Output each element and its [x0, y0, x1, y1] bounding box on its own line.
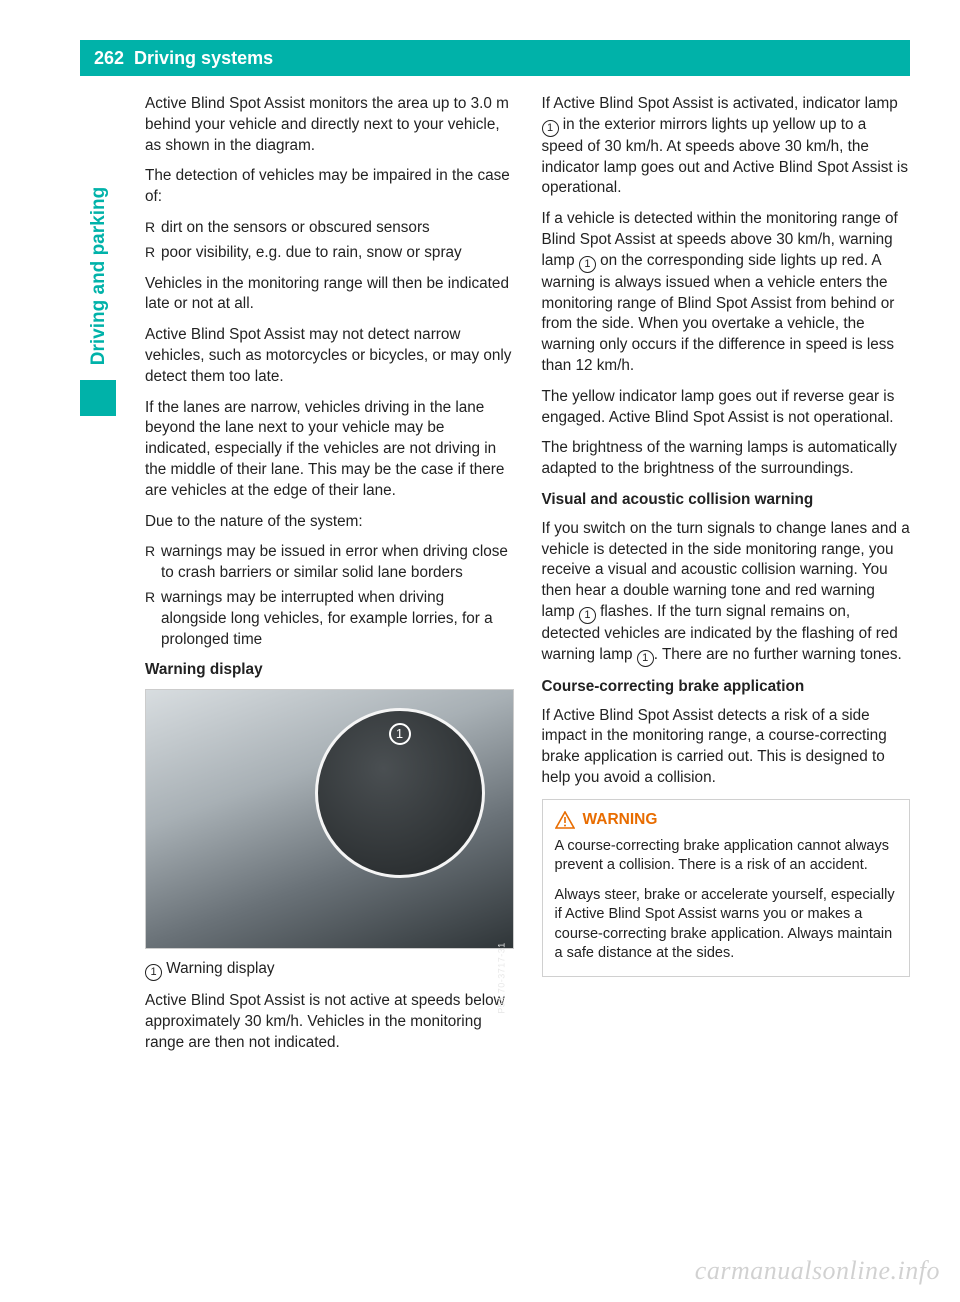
warning-label: WARNING [583, 810, 658, 831]
text-run: If Active Blind Spot Assist is activated… [542, 95, 898, 112]
warning-box: WARNING A course-correcting brake applic… [542, 799, 911, 977]
paragraph: If Active Blind Spot Assist is activated… [542, 94, 911, 199]
text-run: . There are no further warning tones. [654, 646, 902, 663]
paragraph: If Active Blind Spot Assist detects a ri… [542, 706, 911, 789]
paragraph: The brightness of the warning lamps is a… [542, 438, 911, 480]
bullet-mark-icon: R [145, 588, 161, 650]
left-column: Active Blind Spot Assist monitors the ar… [145, 94, 514, 1252]
side-tab-marker [80, 380, 116, 416]
bullet-item: R warnings may be interrupted when drivi… [145, 588, 514, 650]
bullet-text: warnings may be issued in error when dri… [161, 542, 514, 584]
text-run: on the corresponding side lights up red.… [542, 252, 895, 374]
bullet-text: poor visibility, e.g. due to rain, snow … [161, 243, 514, 264]
bullet-list: R warnings may be issued in error when d… [145, 542, 514, 650]
circled-number-icon: 1 [542, 120, 559, 137]
paragraph: The yellow indicator lamp goes out if re… [542, 387, 911, 429]
circled-number-icon: 1 [579, 607, 596, 624]
paragraph: Active Blind Spot Assist monitors the ar… [145, 94, 514, 156]
figure-caption: 1 Warning display [145, 959, 514, 981]
bullet-mark-icon: R [145, 542, 161, 584]
figure-callout-circle: 1 [315, 708, 485, 878]
page-section-title: Driving systems [134, 48, 273, 69]
paragraph: Active Blind Spot Assist may not detect … [145, 325, 514, 387]
warning-triangle-icon [555, 811, 575, 829]
figure-credit: P54.70-3717-31 [495, 942, 507, 1014]
paragraph: If the lanes are narrow, vehicles drivin… [145, 398, 514, 502]
circled-number-icon: 1 [145, 964, 162, 981]
bullet-item: R dirt on the sensors or obscured sensor… [145, 218, 514, 239]
page-header: 262 Driving systems [80, 40, 910, 76]
bullet-mark-icon: R [145, 218, 161, 239]
paragraph: Active Blind Spot Assist is not active a… [145, 991, 514, 1053]
warning-display-figure: 1 P54.70-3717-31 [145, 689, 514, 949]
subheading: Warning display [145, 660, 514, 681]
bullet-mark-icon: R [145, 243, 161, 264]
figure-callout-number: 1 [389, 723, 411, 745]
watermark: carmanualsonline.info [695, 1256, 940, 1286]
paragraph: Due to the nature of the system: [145, 512, 514, 533]
bullet-item: R warnings may be issued in error when d… [145, 542, 514, 584]
right-column: If Active Blind Spot Assist is activated… [542, 94, 911, 1252]
subheading: Course-correcting brake application [542, 677, 911, 698]
side-tab: Driving and parking [80, 170, 116, 420]
page-number: 262 [80, 48, 134, 69]
circled-number-icon: 1 [579, 256, 596, 273]
paragraph: If you switch on the turn signals to cha… [542, 519, 911, 667]
bullet-list: R dirt on the sensors or obscured sensor… [145, 218, 514, 264]
paragraph: Vehicles in the monitoring range will th… [145, 274, 514, 316]
side-tab-label: Driving and parking [88, 151, 110, 401]
bullet-text: warnings may be interrupted when driving… [161, 588, 514, 650]
bullet-text: dirt on the sensors or obscured sensors [161, 218, 514, 239]
bullet-item: R poor visibility, e.g. due to rain, sno… [145, 243, 514, 264]
warning-heading: WARNING [555, 810, 898, 831]
warning-paragraph: A course-correcting brake application ca… [555, 837, 898, 876]
caption-text: Warning display [166, 960, 274, 977]
text-run: in the exterior mirrors lights up yellow… [542, 116, 908, 197]
warning-paragraph: Always steer, brake or accelerate yourse… [555, 886, 898, 964]
circled-number-icon: 1 [637, 650, 654, 667]
subheading: Visual and acoustic collision warning [542, 490, 911, 511]
content-columns: Active Blind Spot Assist monitors the ar… [145, 94, 910, 1252]
paragraph: The detection of vehicles may be impaire… [145, 166, 514, 208]
paragraph: If a vehicle is detected within the moni… [542, 209, 911, 377]
